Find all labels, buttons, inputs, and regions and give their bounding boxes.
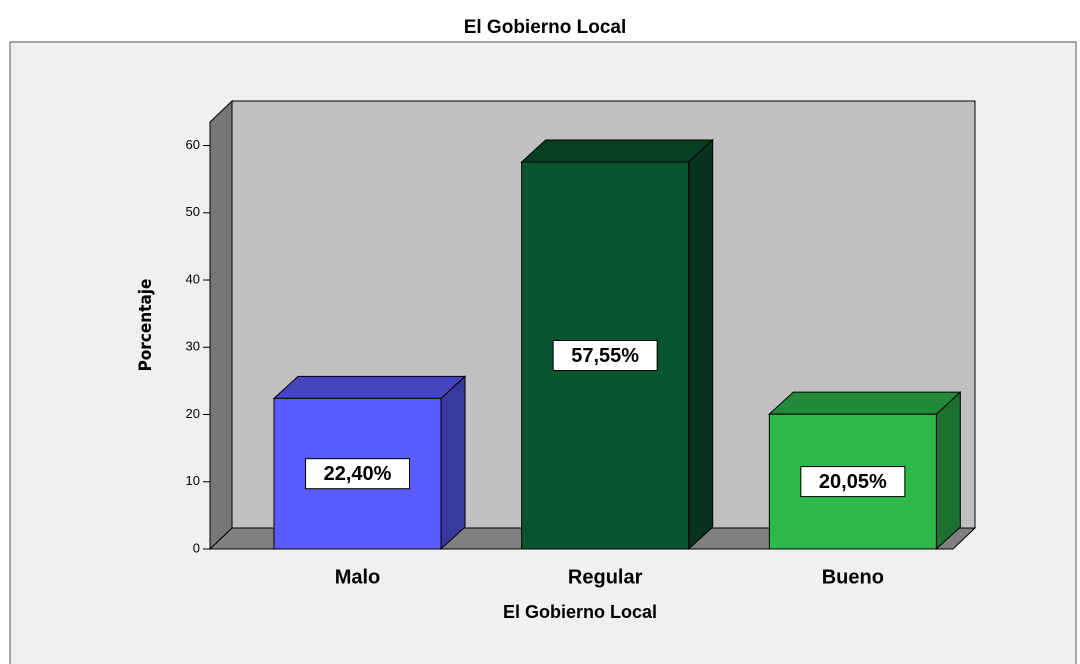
x-tick-label: Bueno — [822, 566, 884, 588]
y-tick-label: 60 — [186, 137, 200, 152]
bar-top — [520, 139, 714, 163]
value-label: 20,05% — [819, 471, 887, 493]
bar-top — [272, 375, 467, 399]
chart-title: El Gobierno Local — [464, 17, 627, 38]
y-tick-label: 50 — [186, 204, 200, 219]
y-tick-label: 30 — [186, 339, 200, 354]
x-tick-label: Regular — [568, 566, 643, 588]
y-tick-label: 40 — [186, 271, 200, 286]
bar-side — [688, 138, 714, 551]
value-label-box — [800, 466, 906, 498]
bar-top — [768, 391, 962, 415]
value-label-box — [552, 340, 658, 372]
value-label-box — [305, 458, 410, 490]
value-label: 57,55% — [571, 345, 639, 367]
y-axis-label: Porcentaje — [136, 279, 156, 372]
value-label: 22,40% — [324, 463, 392, 485]
y-tick-label: 0 — [193, 540, 200, 555]
y-tick-label: 10 — [186, 473, 200, 488]
y-tick-label: 20 — [186, 406, 200, 421]
x-axis-label: El Gobierno Local — [503, 602, 657, 622]
bar-side — [935, 391, 961, 551]
left-wall — [209, 99, 233, 551]
bar-side — [440, 375, 466, 551]
x-tick-label: Malo — [335, 566, 381, 588]
